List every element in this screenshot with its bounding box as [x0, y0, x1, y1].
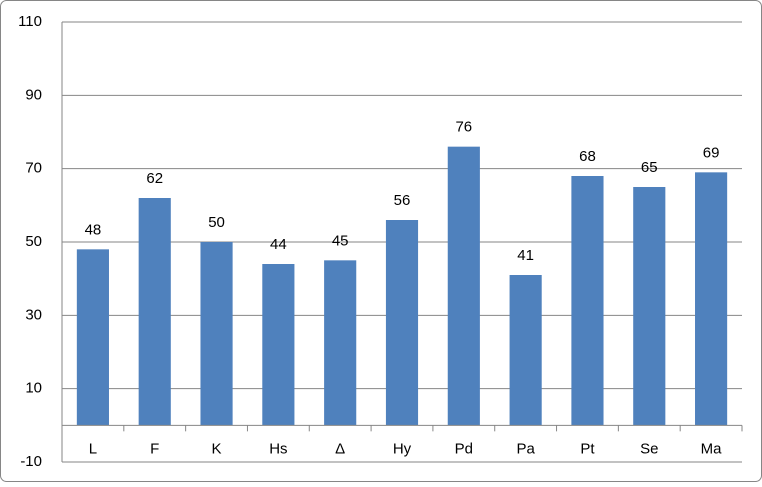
x-tick-label: Hs [269, 440, 287, 457]
bar [695, 172, 728, 426]
y-tick-label: 70 [25, 160, 42, 177]
data-label: 65 [641, 159, 658, 176]
bar [200, 242, 233, 426]
bar [509, 275, 542, 426]
data-label: 68 [579, 148, 596, 165]
bar [324, 260, 357, 426]
data-label: 48 [85, 221, 102, 238]
data-label: 76 [455, 119, 472, 136]
x-tick-label: K [212, 440, 222, 457]
data-label: 62 [146, 170, 163, 187]
y-tick-label: -10 [20, 453, 42, 470]
data-label: 69 [703, 144, 720, 161]
bar [138, 198, 171, 426]
x-tick-label: Pa [516, 440, 535, 457]
bar [262, 264, 295, 426]
bar [571, 176, 604, 426]
y-tick-label: 110 [18, 13, 42, 30]
bar [385, 220, 419, 426]
x-tick-label: Δ [335, 440, 345, 457]
data-label: 56 [394, 192, 411, 209]
x-tick-label: Pt [580, 440, 595, 457]
data-label: 41 [517, 247, 534, 264]
x-tick-label: F [150, 440, 159, 457]
x-tick-label: Ma [701, 440, 722, 457]
data-label: 44 [270, 236, 287, 253]
y-tick-label: 30 [25, 306, 42, 323]
x-tick-label: Pd [455, 440, 473, 457]
data-label: 45 [332, 232, 349, 249]
y-tick-label: 50 [25, 233, 42, 250]
y-tick-label: 90 [25, 86, 42, 103]
x-tick-label: Hy [393, 440, 412, 457]
data-label: 50 [208, 214, 225, 231]
bar [447, 146, 480, 426]
x-tick-label: L [89, 440, 97, 457]
y-tick-label: 10 [25, 380, 42, 397]
bar [76, 249, 109, 426]
x-tick-label: Se [640, 440, 658, 457]
bar [633, 187, 666, 426]
